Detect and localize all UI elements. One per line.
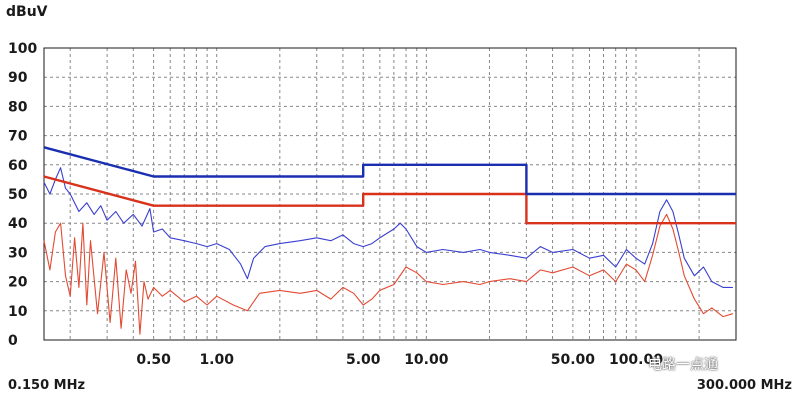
y-tick-label: 70 xyxy=(8,129,28,145)
y-tick-label: 0 xyxy=(8,333,18,349)
series-limit-upper xyxy=(43,146,736,196)
x-tick-label: 50.00 xyxy=(551,352,596,368)
y-tick-label: 20 xyxy=(8,275,28,291)
x-tick-labels: 0.50 1.00 5.00 10.00 50.00 100.00 xyxy=(136,352,663,368)
y-tick-label: 80 xyxy=(8,99,28,115)
series-limit-lower xyxy=(43,175,736,225)
series-measurement-peak xyxy=(43,167,733,288)
y-tick-label: 90 xyxy=(8,70,28,86)
y-tick-label: 60 xyxy=(8,158,28,174)
x-tick-label: 10.00 xyxy=(404,352,449,368)
x-tick-label: 5.00 xyxy=(346,352,381,368)
y-tick-labels: 0 10 20 30 40 50 60 70 80 90 100 xyxy=(8,41,37,349)
x-min-label: 0.150 MHz xyxy=(8,378,85,393)
y-tick-label: 50 xyxy=(8,187,28,203)
series-lines xyxy=(43,146,736,335)
x-max-label: 300.000 MHz xyxy=(697,378,792,393)
x-tick-label: 100.00 xyxy=(609,352,663,368)
y-tick-label: 30 xyxy=(8,245,28,261)
series-measurement-average xyxy=(43,213,734,335)
x-tick-label: 0.50 xyxy=(136,352,171,368)
y-unit-label: dBuV xyxy=(6,4,48,20)
watermark: 电路一点通 xyxy=(648,357,718,373)
y-tick-label: 10 xyxy=(8,304,28,320)
y-tick-label: 40 xyxy=(8,216,28,232)
y-tick-label: 100 xyxy=(8,41,37,57)
x-tick-label: 1.00 xyxy=(199,352,234,368)
